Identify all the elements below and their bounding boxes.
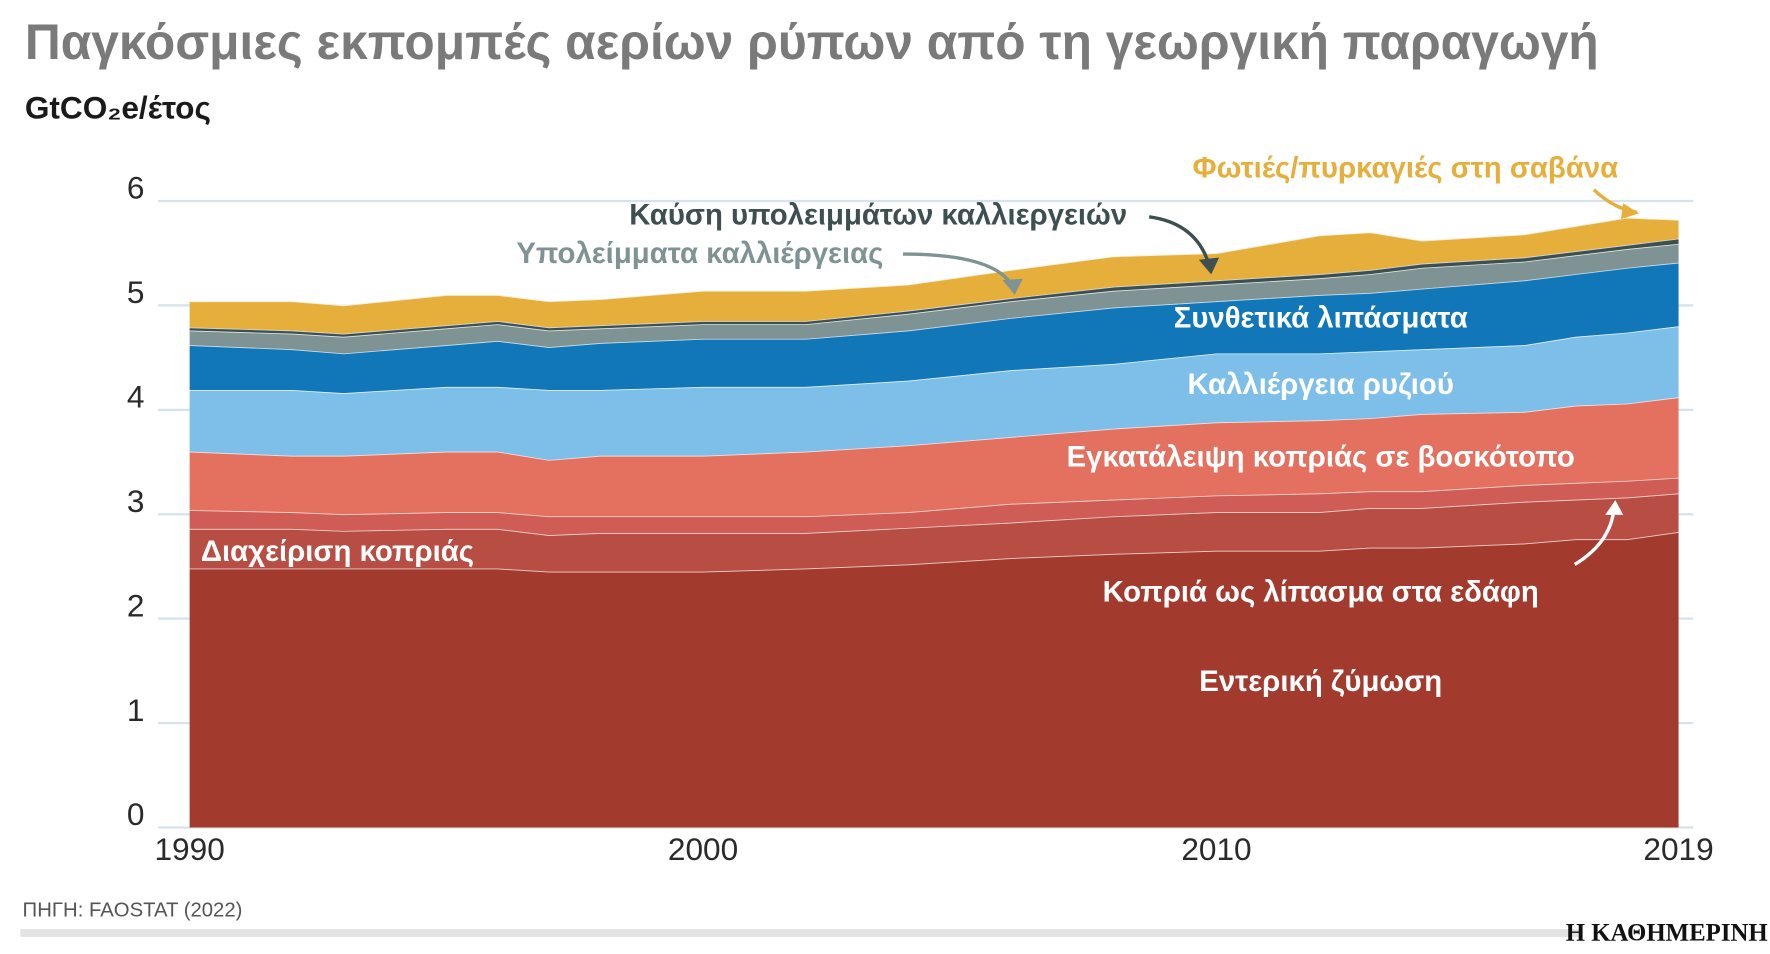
x-tick-label: 1990	[154, 831, 224, 867]
y-tick-label: 2	[127, 587, 145, 623]
publisher-logo: Η ΚΑΘΗΜΕΡΙΝΗ	[1566, 919, 1768, 946]
y-tick-label: 0	[127, 796, 145, 832]
series-label: Φωτιές/πυρκαγιές στη σαβάνα	[1193, 151, 1619, 184]
label-arrows	[903, 188, 1640, 566]
series-label: Διαχείριση κοπριάς	[201, 535, 474, 568]
series-label: Καλλιέργεια ρυζιού	[1188, 368, 1454, 401]
area-3	[189, 477, 1679, 536]
area-boundary	[189, 216, 1679, 307]
series-labels: Εντερική ζύμωση Κοπριά ως λίπασμα στα εδά…	[201, 151, 1618, 698]
source-note: ΠΗΓΗ: FAOSTAT (2022)	[23, 900, 243, 922]
area-5	[189, 326, 1679, 460]
series-label: Εγκατάλειψη κοπριάς σε βοσκότοπο	[1067, 440, 1575, 473]
area-7	[189, 243, 1679, 354]
y-tick-label: 4	[127, 379, 145, 415]
y-tick-label: 1	[127, 692, 145, 728]
y-tick-label: 5	[127, 274, 145, 310]
x-tick-label: 2010	[1181, 831, 1251, 867]
arrow-head-icon	[1198, 257, 1220, 275]
area-boundary	[189, 237, 1679, 335]
arrow-head-icon	[1605, 500, 1624, 515]
y-axis-unit: GtCO₂e/έτος	[25, 90, 211, 126]
series-label: Καύση υπολειμμάτων καλλιεργειών	[629, 199, 1127, 232]
series-label: Εντερική ζύμωση	[1199, 665, 1442, 698]
x-tick-label: 2019	[1643, 831, 1713, 867]
y-tick-label: 6	[127, 170, 145, 206]
y-tick-label: 3	[127, 483, 145, 519]
series-label: Κοπριά ως λίπασμα στα εδάφη	[1103, 576, 1539, 609]
area-9	[189, 217, 1679, 334]
area-1	[189, 532, 1679, 828]
chart-title: Παγκόσμιες εκπομπές αερίων ρύπων από τη …	[25, 14, 1599, 70]
area-layers	[189, 216, 1679, 828]
x-tick-label: 2000	[668, 831, 738, 867]
arrow-head-icon	[1002, 278, 1023, 295]
series-label: Υπολείμματα καλλιέργειας	[516, 237, 883, 270]
arrow-head-icon	[1620, 203, 1640, 220]
footer-bar	[20, 929, 1581, 937]
area-4	[189, 397, 1679, 517]
axis-ticks: 0 1 2 3 4 5 6 1990 2000 2010 2019	[127, 170, 1714, 867]
series-label: Συνθετικά λιπάσματα	[1174, 301, 1468, 334]
